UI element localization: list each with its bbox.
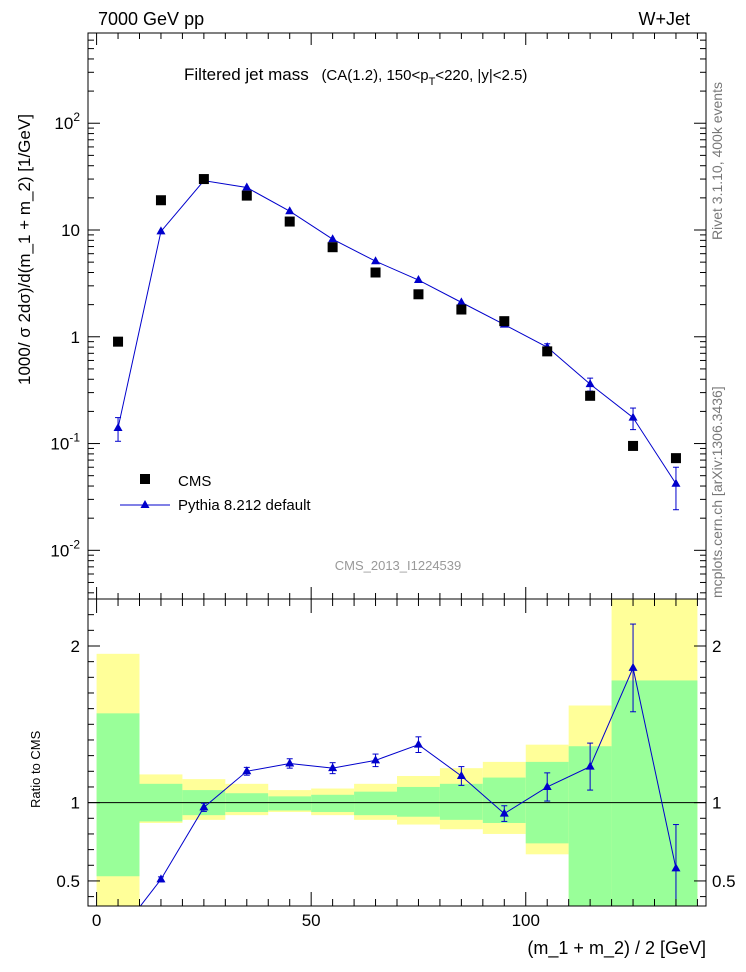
plot-title: Filtered jet mass (CA(1.2), 150<pT<220, … [184,65,527,88]
data-point [456,304,467,315]
plot-title-sub: (CA(1.2), 150<p [321,67,428,84]
mc-point [371,256,381,265]
mc-point [456,297,466,306]
ratio-mc-point [499,808,509,817]
ratio-band-inner [397,786,440,817]
ratio-y-tick-label-left: 0.5 [56,872,80,891]
ratio-band-inner [311,794,355,813]
mc-series [113,175,681,511]
x-tick-label: 50 [302,911,321,930]
main-axis-ticks [88,32,706,599]
mc-point [242,182,252,191]
main-y-tick-label: 10-1 [50,431,80,454]
legend-mc-marker [140,500,150,508]
main-y-tick-label: 10 [61,221,80,240]
source-label: mcplots.cern.ch [arXiv:1306.3436] [709,386,725,598]
mc-point [328,234,338,243]
mc-point [628,412,638,421]
data-point [585,390,596,401]
ratio-mc-point [199,802,209,811]
ratio-mc-line [139,666,677,906]
ratio-panel: 0.5 0.5 1 1 2 2 0 50 100 [56,598,736,930]
ratio-mc-point [413,739,423,748]
ratio-mc-point [542,781,552,790]
ratio-mc-point [371,755,381,764]
data-point [370,267,381,278]
legend: CMS Pythia 8.212 default [120,473,311,514]
mc-point [156,226,166,235]
ratio-axis-ticks [88,599,706,906]
plot-title-sub-index: T [429,76,436,88]
ratio-band-inner [611,680,698,906]
main-y-axis-label: 1000/ σ 2dσ)/d(m_1 + m_2) [1/GeV] [15,114,34,385]
ratio-mc-series [139,623,681,906]
data-point [198,174,209,185]
data-point [670,453,681,464]
x-tick-label: 0 [92,911,101,930]
ratio-plot-frame [87,598,707,907]
data-point [113,336,124,347]
x-tick-label: 100 [512,911,540,930]
mc-point [285,206,295,215]
ratio-mc-point [671,863,681,872]
ratio-mc-point [328,763,338,772]
x-axis-label: (m_1 + m_2) / 2 [GeV] [527,938,706,959]
ratio-series-group [139,623,681,906]
data-point [628,440,639,451]
data-point [413,289,424,300]
header-left: 7000 GeV pp [98,9,204,29]
legend-cms-label: CMS [178,473,211,490]
ratio-band-inner [354,791,397,816]
data-point [241,190,252,201]
main-y-tick-label: 10-2 [50,537,80,560]
x-tick-labels: 0 50 100 [92,911,540,930]
mc-point [585,379,595,388]
legend-mc-label: Pythia 8.212 default [178,497,311,514]
plot-title-sub-suffix: <220, |y|<2.5) [435,67,527,84]
data-point [327,242,338,253]
ratio-y-tick-label-left: 2 [71,637,80,656]
ratio-band-inner [439,783,483,820]
data-series [113,174,681,464]
ratio-mc-point [156,874,166,883]
plot-title-main: Filtered jet mass [184,65,309,84]
mc-point [671,478,681,487]
main-plot-frame [87,32,707,600]
ratio-mc-point [242,766,252,775]
main-panel: 10-2 10-1 1 10 102 CMS Pythia 8.212 default [50,32,707,600]
analysis-label: CMS_2013_I1224539 [335,558,462,573]
ratio-y-tick-label-left: 1 [71,794,80,813]
legend-cms-marker [140,474,150,484]
data-point [284,216,295,227]
data-point [499,316,510,327]
main-y-tick-labels: 10-2 10-1 1 10 102 [50,110,80,560]
ratio-mc-point [628,662,638,671]
ratio-y-tick-label-right: 0.5 [712,872,736,891]
ratio-band-inner [96,713,140,877]
ratio-mc-point [585,761,595,770]
header-right: W+Jet [638,9,690,29]
rivet-label: Rivet 3.1.10, 400k events [709,82,725,240]
data-point [542,346,553,357]
ratio-mc-point [456,770,466,779]
mc-line [117,180,677,485]
data-point [155,195,166,206]
main-y-tick-label: 102 [54,110,80,133]
main-y-tick-label: 1 [71,328,80,347]
ratio-mc-point [285,758,295,767]
mc-point [413,275,423,284]
ratio-y-axis-label: Ratio to CMS [28,730,43,808]
mc-point [113,422,123,431]
ratio-y-tick-label-right: 2 [712,637,721,656]
ratio-y-tick-labels: 0.5 0.5 1 1 2 2 [56,637,735,891]
ratio-y-tick-label-right: 1 [712,794,721,813]
ratio-band-inner [268,796,312,811]
